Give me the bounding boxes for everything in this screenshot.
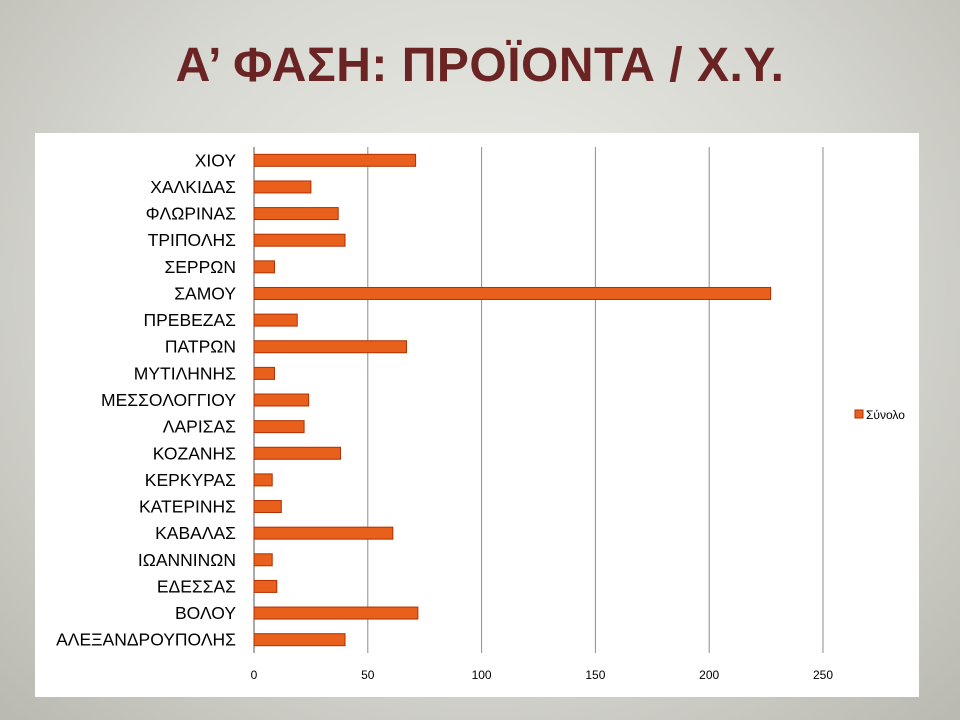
bar <box>253 579 278 593</box>
category-label: ΚΑΤΕΡΙΝΗΣ <box>139 497 236 517</box>
x-tick-label: 0 <box>251 668 258 682</box>
category-label: ΒΟΛΟΥ <box>175 603 236 623</box>
bar <box>253 553 273 567</box>
slide-title: Α’ ΦΑΣΗ: ΠΡΟΪΟΝΤΑ / Χ.Υ. <box>175 39 785 92</box>
category-label: ΜΕΣΣΟΛΟΓΓΙΟΥ <box>101 390 236 410</box>
bar <box>253 633 346 647</box>
bar <box>253 233 346 247</box>
bar <box>253 260 275 274</box>
bar <box>253 500 282 514</box>
bar <box>253 340 407 354</box>
x-tick-label: 250 <box>813 668 833 682</box>
bar <box>253 153 417 167</box>
chart-bars <box>253 153 772 647</box>
category-label: ΧΑΛΚΙΔΑΣ <box>150 177 236 197</box>
category-label: ΤΡΙΠΟΛΗΣ <box>148 230 236 250</box>
category-label: ΙΩΑΝΝΙΝΩΝ <box>138 550 236 570</box>
category-label: ΠΡΕΒΕΖΑΣ <box>143 310 236 330</box>
category-label: ΚΑΒΑΛΑΣ <box>155 523 236 543</box>
legend-label: Σύνολο <box>866 408 905 422</box>
bar <box>253 313 298 327</box>
bar <box>253 446 341 460</box>
bar <box>253 366 275 380</box>
x-tick-label: 50 <box>361 668 375 682</box>
bar <box>253 420 305 434</box>
category-label: ΚΕΡΚΥΡΑΣ <box>145 470 236 490</box>
category-label: ΕΔΕΣΣΑΣ <box>157 576 236 596</box>
x-tick-label: 100 <box>472 668 492 682</box>
chart-gridlines <box>253 147 824 653</box>
category-label: ΛΑΡΙΣΑΣ <box>163 417 236 437</box>
x-tick-label: 200 <box>699 668 719 682</box>
bar <box>253 180 312 194</box>
category-label: ΜΥΤΙΛΗΝΗΣ <box>134 363 236 383</box>
category-label: ΣΑΜΟΥ <box>174 283 236 303</box>
category-label: ΚΟΖΑΝΗΣ <box>153 443 236 463</box>
category-label: ΑΛΕΞΑΝΔΡΟΥΠΟΛΗΣ <box>56 630 236 650</box>
chart-x-tick-labels: 0 50 100 150 200 250 <box>251 668 834 682</box>
bar <box>253 286 772 300</box>
bar <box>253 393 310 407</box>
category-label: ΠΑΤΡΩΝ <box>165 337 236 357</box>
bar <box>253 526 394 540</box>
category-label: ΣΕΡΡΩΝ <box>164 257 236 277</box>
category-label: ΦΛΩΡΙΝΑΣ <box>146 204 237 224</box>
bar <box>253 606 419 620</box>
category-label: ΧΙΟΥ <box>195 150 237 170</box>
bar <box>253 473 273 487</box>
bar <box>253 207 339 221</box>
bar-chart: ΧΙΟΥ ΧΑΛΚΙΔΑΣ ΦΛΩΡΙΝΑΣ ΤΡΙΠΟΛΗΣ ΣΕΡΡΩΝ ΣΑΜΟΥ Π… <box>56 147 905 682</box>
chart-legend: Σύνολο <box>854 408 905 422</box>
chart-panel: ΧΙΟΥ ΧΑΛΚΙΔΑΣ ΦΛΩΡΙΝΑΣ ΤΡΙΠΟΛΗΣ ΣΕΡΡΩΝ ΣΑΜΟΥ Π… <box>35 133 919 697</box>
chart-category-labels: ΧΙΟΥ ΧΑΛΚΙΔΑΣ ΦΛΩΡΙΝΑΣ ΤΡΙΠΟΛΗΣ ΣΕΡΡΩΝ ΣΑΜΟΥ Π… <box>56 150 236 649</box>
x-tick-label: 150 <box>585 668 605 682</box>
legend-swatch <box>854 409 864 419</box>
